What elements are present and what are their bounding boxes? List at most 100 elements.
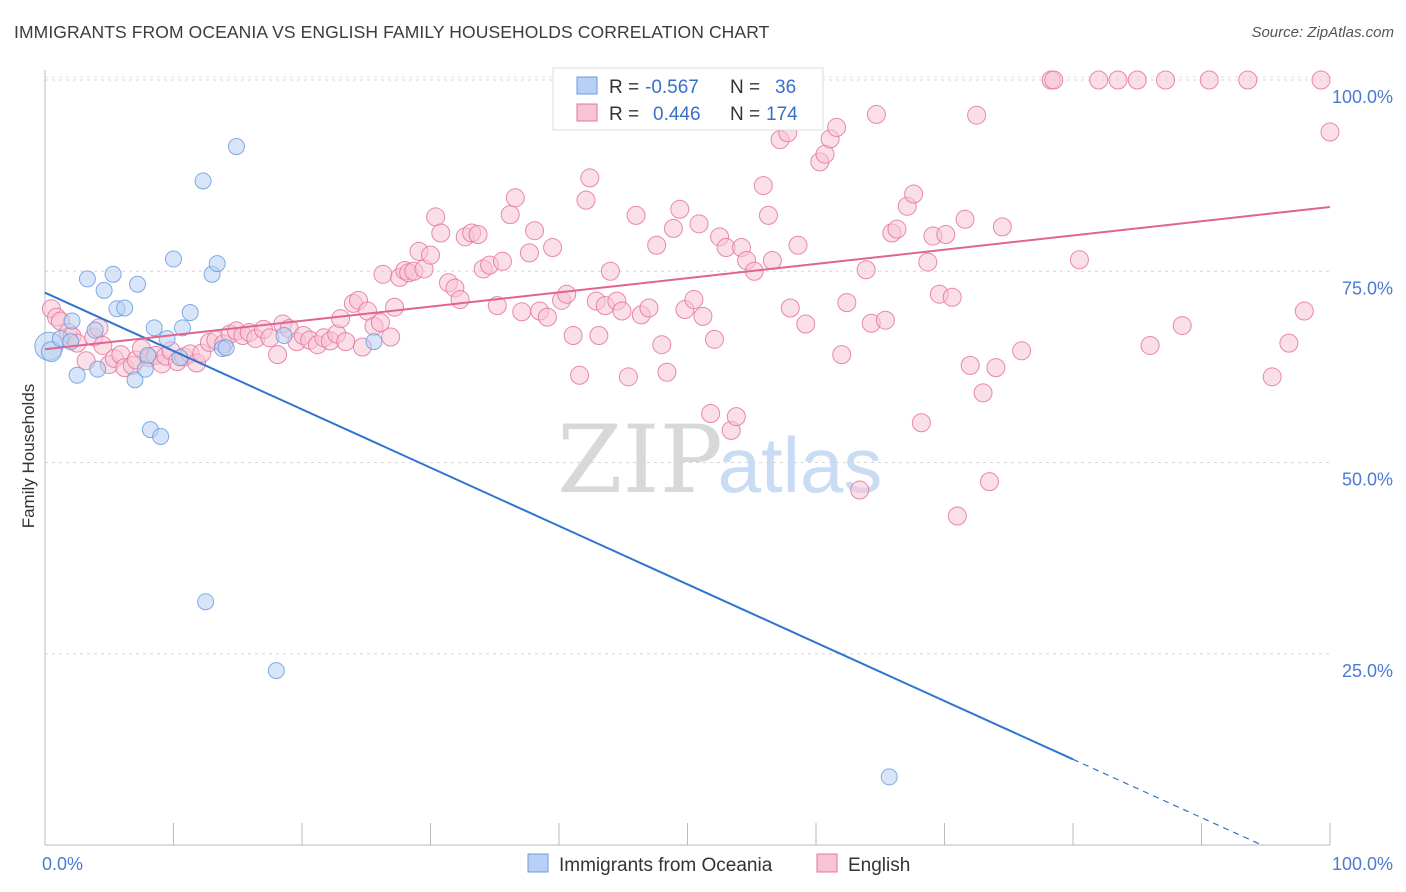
english-point-98 bbox=[626, 205, 646, 225]
english-point-115 bbox=[726, 407, 746, 427]
english-point-109 bbox=[693, 306, 713, 326]
y-tick-label-2: 75.0% bbox=[1342, 278, 1393, 298]
english-point-103 bbox=[657, 362, 677, 382]
english-point-83 bbox=[537, 307, 557, 327]
english-point-57 bbox=[385, 297, 405, 317]
english-point-69 bbox=[450, 290, 470, 310]
watermark-zip: ZIP bbox=[557, 406, 723, 515]
english-point-132 bbox=[832, 345, 852, 365]
english-point-100 bbox=[639, 298, 659, 318]
legend-swatch-english bbox=[576, 103, 598, 122]
english-point-66 bbox=[431, 223, 451, 243]
oceania-point-23 bbox=[194, 172, 212, 190]
oceania-point-5 bbox=[78, 270, 96, 288]
english-point-131 bbox=[827, 117, 847, 137]
english-point-165 bbox=[1172, 316, 1192, 336]
english-point-97 bbox=[618, 367, 638, 387]
oceania-point-19 bbox=[165, 250, 182, 268]
english-point-135 bbox=[856, 260, 876, 280]
bottom-legend-label-oceania: Immigrants from Oceania bbox=[559, 855, 773, 876]
oceania-point-1 bbox=[40, 341, 62, 363]
english-point-169 bbox=[1279, 333, 1299, 353]
oceania-point-21 bbox=[173, 319, 191, 337]
bottom-legend-swatch-oceania bbox=[527, 853, 549, 873]
english-point-157 bbox=[1012, 341, 1032, 361]
oceania-point-16 bbox=[145, 319, 163, 337]
legend-r-label-1: R = bbox=[609, 104, 639, 125]
watermark: ZIP atlas bbox=[557, 406, 882, 515]
english-point-9 bbox=[93, 335, 113, 355]
english-point-108 bbox=[689, 214, 709, 234]
english-point-134 bbox=[850, 480, 870, 500]
legend-n-label-1: N = bbox=[730, 104, 760, 125]
english-point-88 bbox=[570, 365, 590, 385]
english-point-168 bbox=[1262, 367, 1282, 387]
english-point-155 bbox=[986, 358, 1006, 378]
english-point-54 bbox=[370, 313, 390, 333]
oceania-trend-extension bbox=[1072, 758, 1260, 845]
english-point-125 bbox=[788, 235, 808, 255]
oceania-point-33 bbox=[880, 768, 898, 786]
legend-r-value-1: 0.446 bbox=[653, 104, 701, 125]
english-point-78 bbox=[505, 188, 525, 208]
oceania-point-14 bbox=[136, 360, 154, 378]
english-trend-line bbox=[44, 205, 1331, 351]
english-point-163 bbox=[1140, 335, 1160, 355]
oceania-point-28 bbox=[217, 339, 235, 357]
axes bbox=[44, 70, 1331, 846]
english-point-162 bbox=[1127, 70, 1147, 90]
y-axis-label: Family Households bbox=[19, 384, 38, 529]
oceania-point-6 bbox=[86, 321, 104, 339]
english-point-104 bbox=[663, 218, 683, 238]
legend-n-value-1: 174 bbox=[766, 104, 798, 125]
english-point-142 bbox=[904, 184, 924, 204]
english-point-111 bbox=[704, 329, 724, 349]
english-point-81 bbox=[525, 221, 545, 241]
english-point-75 bbox=[487, 296, 507, 316]
english-point-154 bbox=[979, 472, 999, 492]
oceania-point-24 bbox=[197, 593, 215, 611]
tick-labels: 25.0% 50.0% 75.0% 100.0% 0.0% 100.0% bbox=[42, 87, 1393, 874]
oceania-point-7 bbox=[89, 360, 107, 378]
english-point-77 bbox=[500, 205, 520, 225]
oceania-point-12 bbox=[126, 371, 144, 389]
oceania-point-3 bbox=[63, 312, 81, 330]
x-tick-label-0: 0.0% bbox=[42, 854, 83, 874]
english-point-56 bbox=[381, 327, 401, 347]
english-point-149 bbox=[947, 506, 967, 526]
english-point-47 bbox=[331, 309, 351, 329]
oceania-point-11 bbox=[116, 299, 134, 317]
oceania-point-9 bbox=[104, 265, 122, 283]
english-point-80 bbox=[519, 243, 539, 263]
oceania-point-32 bbox=[365, 333, 383, 351]
english-point-156 bbox=[992, 217, 1012, 237]
english-point-143 bbox=[911, 413, 931, 433]
english-point-110 bbox=[701, 404, 721, 424]
english-point-140 bbox=[887, 219, 907, 239]
english-point-151 bbox=[960, 355, 980, 375]
english-point-101 bbox=[647, 235, 667, 255]
english-point-126 bbox=[796, 314, 816, 334]
english-point-148 bbox=[942, 287, 962, 307]
english-point-153 bbox=[973, 383, 993, 403]
english-points bbox=[41, 70, 1340, 526]
english-point-105 bbox=[670, 199, 690, 219]
x-tick-label-1: 100.0% bbox=[1332, 854, 1393, 874]
legend-swatch-oceania bbox=[576, 76, 598, 95]
english-point-55 bbox=[373, 264, 393, 284]
oceania-trend-line bbox=[44, 291, 1074, 761]
trend-lines bbox=[44, 205, 1331, 845]
english-point-107 bbox=[684, 290, 704, 310]
english-point-89 bbox=[576, 190, 596, 210]
chart-source: Source: ZipAtlas.com bbox=[1251, 24, 1394, 41]
y-tick-label-0: 25.0% bbox=[1342, 661, 1393, 681]
english-point-138 bbox=[875, 310, 895, 330]
bottom-legend-label-english: English bbox=[848, 855, 910, 876]
y-tick-label-3: 100.0% bbox=[1332, 87, 1393, 107]
english-point-76 bbox=[492, 251, 512, 271]
oceania-points bbox=[34, 138, 898, 786]
english-point-86 bbox=[557, 284, 577, 304]
y-tick-label-1: 50.0% bbox=[1342, 470, 1393, 490]
english-point-92 bbox=[589, 326, 609, 346]
